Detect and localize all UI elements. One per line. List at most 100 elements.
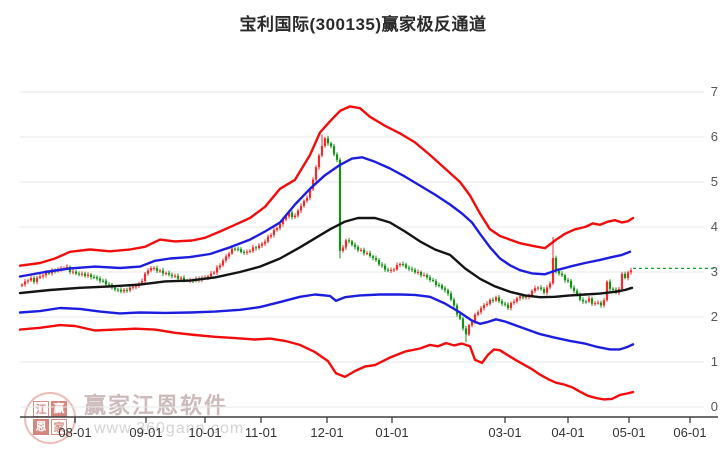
candle-body — [599, 302, 603, 306]
candle-body — [530, 290, 534, 296]
channel-lower-blue-line — [18, 293, 635, 351]
candle-body — [320, 145, 324, 156]
candle-body — [260, 243, 264, 246]
candle-body — [104, 280, 108, 285]
candle-body — [440, 285, 444, 289]
candle-body — [239, 249, 243, 252]
candle-body — [230, 248, 234, 254]
candle-body — [488, 299, 492, 304]
candle-body — [443, 288, 447, 291]
candle-body — [212, 272, 216, 274]
candle-body — [242, 251, 246, 253]
candle-body — [236, 248, 240, 250]
candle-body — [338, 159, 342, 251]
chart-title: 宝利国际(300135)赢家极反通道 — [239, 15, 487, 34]
candle-body — [116, 289, 120, 291]
candle-body — [395, 265, 399, 270]
candle-body — [557, 271, 561, 274]
candle-body — [359, 249, 363, 251]
candle-body — [407, 267, 411, 269]
candle-body — [170, 274, 174, 277]
candle-body — [125, 289, 129, 291]
x-axis-label: 10-01 — [188, 425, 221, 440]
x-axis-label: 12-01 — [310, 425, 343, 440]
x-axis-label: 05-01 — [612, 425, 645, 440]
candle-body — [161, 270, 165, 274]
y-axis-label: 5 — [711, 174, 718, 189]
candle-body — [569, 281, 573, 288]
candle-body — [173, 275, 177, 277]
candle-body — [509, 302, 513, 309]
candle-body — [428, 277, 432, 280]
candle-body — [299, 205, 303, 211]
watermark-url-text: www.360gann.com — [94, 420, 245, 437]
candle-body — [158, 270, 162, 272]
candle-body — [245, 251, 249, 253]
candle-body — [224, 256, 228, 261]
x-axis-label: 11-01 — [245, 425, 277, 440]
candle-body — [416, 271, 420, 273]
y-axis-label: 1 — [711, 354, 718, 369]
candle-body — [413, 269, 417, 273]
candle-body — [404, 264, 408, 268]
candle-body — [332, 146, 336, 155]
candle-body — [278, 224, 282, 229]
seal-char-3: 恩 — [33, 419, 49, 435]
candle-body — [227, 253, 231, 257]
candle-body — [92, 276, 96, 278]
candle-body — [410, 268, 414, 270]
candle-body — [254, 247, 258, 249]
candle-body — [146, 270, 150, 274]
candle-body — [113, 287, 117, 290]
candle-body — [446, 290, 450, 294]
candle-body — [131, 286, 135, 288]
candle-body — [95, 277, 99, 279]
candle-body — [524, 296, 528, 298]
candle-body — [182, 277, 186, 281]
candle-body — [623, 273, 627, 279]
candle-body — [494, 297, 498, 301]
candle-body — [512, 301, 516, 303]
candle-body — [206, 276, 210, 278]
candle-body — [134, 286, 138, 288]
candle-body — [248, 251, 252, 253]
candle-body — [389, 269, 393, 271]
candle-body — [26, 280, 30, 282]
candle-body — [590, 298, 594, 304]
channel-upper-blue-line — [18, 156, 632, 278]
candle-body — [86, 274, 90, 276]
y-axis-label: 2 — [711, 309, 718, 324]
candle-body — [353, 244, 357, 248]
candle-body — [458, 314, 462, 319]
candle-body — [152, 268, 156, 270]
watermark-seal-logo: 江 赢 恩 家 — [24, 392, 76, 444]
candle-body — [176, 275, 180, 279]
candle-body — [566, 280, 570, 282]
candle-body — [83, 273, 87, 276]
candle-body — [554, 257, 558, 272]
candle-body — [23, 281, 27, 285]
candle-body — [101, 280, 105, 282]
candle-body — [350, 241, 354, 245]
candle-body — [44, 272, 48, 276]
candle-body — [536, 287, 540, 289]
candle-body — [449, 293, 453, 300]
candle-body — [533, 288, 537, 291]
candle-body — [293, 215, 297, 218]
candle-body — [542, 288, 546, 293]
candle-body — [98, 278, 102, 281]
candle-body — [122, 289, 126, 292]
candle-body — [473, 314, 477, 322]
candle-body — [431, 279, 435, 281]
candle-body — [584, 301, 588, 303]
candle-body — [521, 296, 525, 298]
candle-body — [377, 259, 381, 265]
candle-body — [629, 270, 633, 273]
candle-body — [464, 328, 468, 335]
candle-body — [167, 273, 171, 275]
candle-body — [272, 230, 276, 236]
candle-body — [470, 321, 474, 326]
candle-body — [596, 302, 600, 304]
y-axis-label: 6 — [711, 129, 718, 144]
